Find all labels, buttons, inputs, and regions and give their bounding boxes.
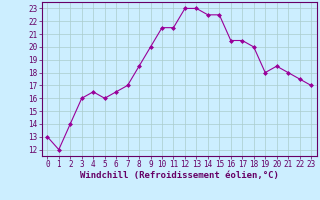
X-axis label: Windchill (Refroidissement éolien,°C): Windchill (Refroidissement éolien,°C) xyxy=(80,171,279,180)
